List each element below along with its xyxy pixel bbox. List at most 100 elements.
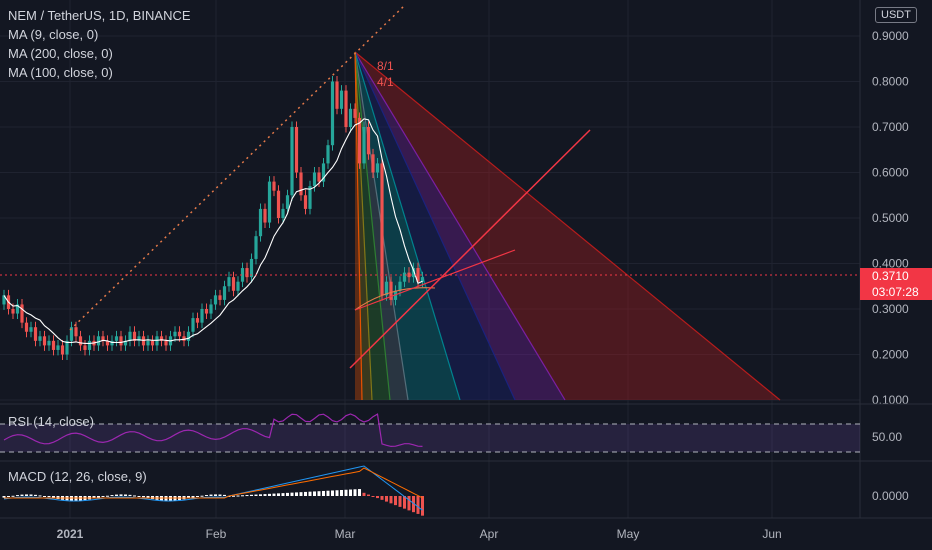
macd-bar — [277, 493, 280, 496]
macd-bar — [241, 495, 244, 497]
macd-bar — [137, 496, 141, 497]
macd-bar — [29, 494, 33, 496]
candle — [375, 163, 380, 173]
macd-bar — [191, 496, 195, 498]
candle — [357, 117, 362, 164]
candle — [312, 172, 317, 187]
price-tick: 0.1000 — [872, 393, 909, 407]
price-tick: 0.8000 — [872, 75, 909, 89]
macd-bar — [223, 494, 226, 496]
macd-bar — [128, 494, 132, 496]
candle — [119, 336, 123, 346]
macd-bar — [380, 496, 384, 500]
macd-legend[interactable]: MACD (12, 26, close, 9) — [8, 469, 147, 484]
candle — [380, 163, 384, 296]
candle — [236, 281, 240, 291]
time-tick: 2021 — [57, 527, 84, 541]
macd-bar — [286, 492, 289, 496]
candle — [2, 295, 6, 305]
time-axis: 2021 Feb Mar Apr May Jun — [57, 527, 782, 541]
candle — [123, 340, 128, 346]
ma100-legend[interactable]: MA (100, close, 0) — [8, 65, 113, 80]
macd-bar — [322, 490, 325, 496]
candle — [146, 340, 150, 346]
candle — [177, 331, 182, 337]
macd-bar — [349, 489, 352, 496]
trend-drawings — [69, 4, 591, 369]
currency-button[interactable]: USDT — [875, 7, 917, 23]
candle — [317, 172, 321, 182]
ma200-legend[interactable]: MA (200, close, 0) — [8, 46, 113, 61]
macd-bar — [119, 494, 123, 496]
candle — [407, 272, 411, 278]
candle — [294, 127, 299, 173]
macd-bar — [92, 496, 96, 499]
candle — [110, 340, 114, 346]
price-tick: 0.7000 — [872, 120, 909, 134]
candle — [42, 336, 47, 346]
candle — [384, 281, 389, 296]
candle — [411, 268, 416, 278]
macd-bar — [7, 496, 10, 497]
candle — [182, 336, 186, 341]
macd-bar — [385, 496, 388, 502]
rsi-legend[interactable]: RSI (14, close) — [8, 414, 94, 429]
macd-bar — [254, 494, 258, 496]
macd-bar — [205, 495, 208, 497]
candle — [398, 281, 402, 291]
symbol-title[interactable]: NEM / TetherUS, 1D, BINANCE — [8, 8, 191, 23]
candle — [344, 90, 348, 127]
macd-bar — [317, 491, 321, 496]
candle — [105, 340, 110, 346]
macd-bar — [335, 490, 339, 496]
macd-bar — [110, 495, 114, 497]
candle — [65, 340, 69, 355]
macd-bar — [394, 496, 397, 506]
candle — [249, 258, 254, 278]
time-tick: Jun — [762, 527, 781, 541]
macd-bar — [263, 494, 267, 496]
fan-label-8-1: 8/1 — [377, 59, 394, 73]
macd-bar — [38, 495, 42, 497]
candle — [240, 268, 245, 282]
macd-bar — [331, 490, 334, 496]
candle — [299, 172, 303, 196]
rsi-tick: 50.00 — [872, 430, 902, 444]
macd-bar — [218, 494, 222, 496]
macd-bar — [407, 496, 411, 511]
macd-bar — [290, 492, 294, 496]
candle — [173, 331, 177, 337]
candle — [128, 331, 132, 341]
candle — [213, 295, 218, 305]
macd-bar — [43, 496, 46, 497]
macd-bar — [34, 494, 37, 496]
candle — [69, 327, 74, 341]
time-tick: May — [617, 527, 640, 541]
price-axis: 0.9000 0.8000 0.7000 0.6000 0.5000 0.4000 0.30… — [872, 29, 909, 407]
price-tick: 0.2000 — [872, 348, 909, 362]
candle — [29, 327, 33, 332]
candle — [267, 181, 272, 223]
macd-tick: 0.0000 — [872, 489, 909, 503]
candle — [272, 181, 276, 191]
macd-bar — [299, 492, 303, 496]
macd-bar — [326, 490, 330, 496]
rsi-line — [3, 413, 423, 448]
ma9-legend[interactable]: MA (9, close, 0) — [8, 27, 99, 42]
macd-bar — [146, 496, 150, 499]
price-tick: 0.9000 — [872, 29, 909, 43]
candle — [420, 277, 425, 282]
time-tick: Feb — [206, 527, 227, 541]
candle — [200, 309, 204, 323]
candle — [362, 127, 366, 164]
price-tick: 0.3000 — [872, 302, 909, 316]
macd-bar — [52, 496, 55, 499]
candle — [20, 304, 24, 323]
candle — [38, 336, 42, 341]
candle — [258, 208, 263, 237]
price-tick: 0.5000 — [872, 211, 909, 225]
macd-bar — [416, 496, 420, 514]
macd-bar — [124, 494, 127, 496]
price-tick: 0.4000 — [872, 257, 909, 271]
